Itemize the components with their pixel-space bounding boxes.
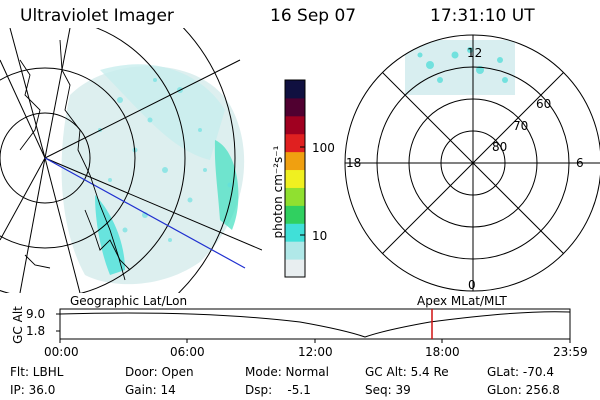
colorbar-segment [285, 133, 305, 153]
x-tick-0600: 06:00 [170, 345, 205, 359]
colorbar-segment [285, 80, 305, 99]
lat-label-60: 60 [536, 97, 552, 111]
lat-label-70: 70 [513, 119, 529, 133]
y-tick-1-8: 1.8 [26, 324, 46, 338]
colorbar-segment [285, 205, 305, 224]
lat-label-80: 80 [492, 140, 508, 154]
status-door: Door: Open [125, 365, 194, 379]
x-tick-1200: 12:00 [298, 345, 333, 359]
colorbar-tick-10: 10 [312, 229, 328, 243]
y-tick-9: 9.0 [26, 307, 46, 321]
altitude-timeline [56, 308, 571, 343]
colorbar-tick-100: 100 [312, 141, 335, 155]
mlt-label-12: 12 [467, 46, 483, 60]
colorbar-segment [285, 97, 305, 117]
status-glat: GLat: -70.4 [487, 365, 554, 379]
colorbar-unit-label: photon cm⁻²s⁻¹ [271, 145, 285, 239]
colorbar-segment [285, 241, 305, 260]
date-label: 16 Sep 07 [270, 6, 357, 26]
mlt-label-0: 0 [468, 278, 476, 292]
x-tick-0000: 00:00 [44, 345, 79, 359]
colorbar-segment [285, 187, 305, 206]
status-gain: Gain: 14 [125, 383, 176, 397]
x-tick-1800: 18:00 [425, 345, 460, 359]
colorbar-segment [285, 151, 305, 171]
colorbar [284, 79, 306, 278]
apex-title: Apex MLat/MLT [417, 294, 507, 308]
polar-plot [344, 34, 600, 292]
x-tick-2359: 23:59 [553, 345, 588, 359]
geographic-image-panel [0, 28, 262, 293]
status-ip: IP: 36.0 [10, 383, 56, 397]
status-glon: GLon: 256.8 [487, 383, 560, 397]
status-seq: Seq: 39 [365, 383, 411, 397]
colorbar-segment [285, 115, 305, 135]
instrument-title: Ultraviolet Imager [20, 6, 174, 26]
colorbar-segment [285, 223, 305, 242]
mlt-label-6: 6 [576, 156, 584, 170]
colorbar-segment [285, 259, 305, 278]
status-flt: Flt: LBHL [10, 365, 64, 379]
status-dsp: Dsp: -5.1 [245, 383, 311, 397]
mlt-label-18: 18 [346, 156, 362, 170]
status-gc-alt: GC Alt: 5.4 Re [365, 365, 449, 379]
time-label: 17:31:10 UT [430, 6, 535, 26]
status-mode: Mode: Normal [245, 365, 329, 379]
colorbar-segment [285, 169, 305, 188]
gc-alt-axis-label: GC Alt [11, 306, 25, 344]
geographic-title: Geographic Lat/Lon [70, 294, 188, 308]
